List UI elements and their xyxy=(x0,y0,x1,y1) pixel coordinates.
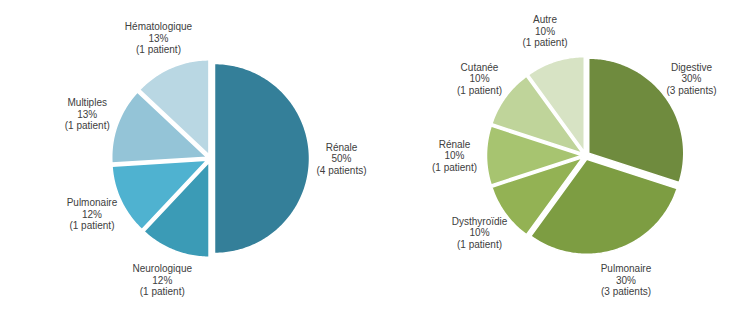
svg-text:Pulmonaire12%(1 patient): Pulmonaire12%(1 patient) xyxy=(67,197,118,231)
svg-text:Rénale50%(4 patients): Rénale50%(4 patients) xyxy=(316,142,366,176)
svg-text:Autre10%(1 patient): Autre10%(1 patient) xyxy=(523,14,568,48)
svg-text:Cutanée10%(1 patient): Cutanée10%(1 patient) xyxy=(457,62,502,96)
svg-text:Rénale10%(1 patient): Rénale10%(1 patient) xyxy=(432,139,477,173)
svg-text:Dysthyroïdie10%(1 patient): Dysthyroïdie10%(1 patient) xyxy=(452,216,508,250)
svg-text:Neurologique12%(1 patient): Neurologique12%(1 patient) xyxy=(133,263,193,297)
svg-text:Hématologique13%(1 patient): Hématologique13%(1 patient) xyxy=(125,21,193,55)
svg-text:Digestive30%(3 patients): Digestive30%(3 patients) xyxy=(666,62,716,96)
svg-text:Pulmonaire30%(3 patients): Pulmonaire30%(3 patients) xyxy=(601,263,652,297)
svg-text:Multiples13%(1 patient): Multiples13%(1 patient) xyxy=(65,97,110,131)
